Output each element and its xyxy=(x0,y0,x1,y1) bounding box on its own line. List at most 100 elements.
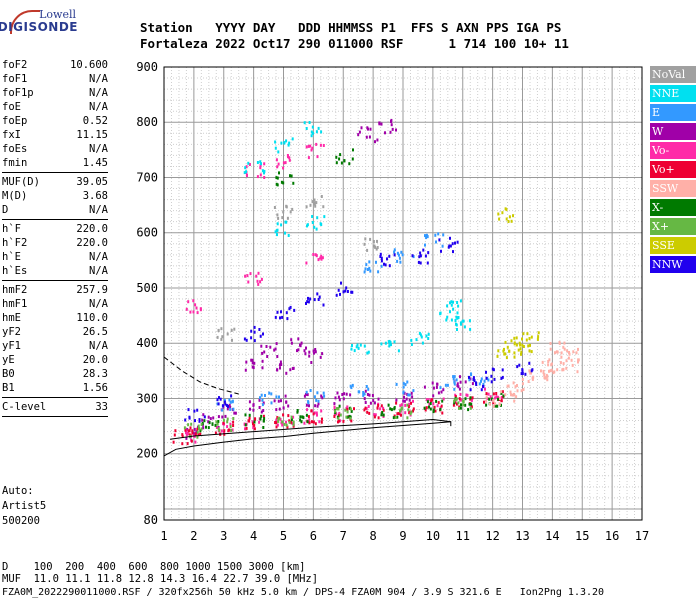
data-point xyxy=(364,267,367,271)
param-name: yE xyxy=(2,354,15,366)
data-point xyxy=(522,345,525,348)
data-point xyxy=(496,354,499,358)
data-point xyxy=(291,207,294,211)
param-name: B0 xyxy=(2,368,15,380)
data-point xyxy=(425,236,428,240)
data-point xyxy=(502,394,505,398)
data-point xyxy=(276,183,279,187)
data-point xyxy=(259,334,262,338)
data-point xyxy=(306,224,308,228)
data-point xyxy=(337,288,340,292)
data-point xyxy=(259,160,262,164)
data-point xyxy=(458,387,461,391)
data-point xyxy=(289,174,291,178)
data-point xyxy=(307,144,310,148)
data-point xyxy=(196,311,199,315)
data-point xyxy=(194,432,197,436)
data-point xyxy=(287,404,290,408)
data-point xyxy=(397,412,400,415)
data-point xyxy=(311,125,314,129)
data-point xyxy=(309,203,312,207)
data-point xyxy=(442,388,445,392)
y-tick-label: 600 xyxy=(136,226,158,240)
data-point xyxy=(473,379,476,383)
data-point xyxy=(563,341,566,345)
data-point xyxy=(249,272,252,276)
data-point xyxy=(262,426,265,429)
data-point xyxy=(412,255,415,259)
data-point xyxy=(497,349,500,353)
data-point xyxy=(492,368,495,372)
chart-axes: 1 2 3 4 5 6 7 8 9 10 11 12 13 14 15 16 17802003004005006… xyxy=(136,60,649,543)
data-point xyxy=(357,346,360,350)
data-point xyxy=(437,391,440,395)
data-point xyxy=(335,155,338,159)
data-point xyxy=(469,327,472,331)
data-point xyxy=(425,334,428,338)
data-point xyxy=(407,393,410,397)
data-point xyxy=(287,234,290,237)
data-point xyxy=(285,311,288,315)
data-point xyxy=(440,249,442,253)
data-point xyxy=(537,335,540,339)
data-point xyxy=(382,408,385,412)
data-point xyxy=(308,350,311,354)
data-point xyxy=(290,420,293,424)
data-point xyxy=(207,415,210,419)
data-point xyxy=(220,327,223,331)
data-point xyxy=(464,397,467,401)
data-point xyxy=(429,402,432,405)
data-point xyxy=(259,166,262,170)
data-point xyxy=(223,398,226,402)
data-point xyxy=(191,431,194,435)
param-separator xyxy=(2,416,108,417)
data-point xyxy=(315,142,318,146)
data-point xyxy=(250,336,253,340)
data-point xyxy=(471,396,474,400)
data-point xyxy=(378,121,381,125)
data-point xyxy=(513,355,516,359)
data-point xyxy=(275,408,278,412)
data-point xyxy=(537,331,540,335)
data-point xyxy=(279,417,282,421)
data-point xyxy=(395,382,398,386)
data-point xyxy=(403,399,406,403)
data-point xyxy=(456,328,458,331)
param-value: 1.45 xyxy=(82,157,108,169)
data-point xyxy=(192,431,195,435)
data-point xyxy=(260,344,263,348)
data-point xyxy=(418,255,421,259)
data-point xyxy=(536,337,539,341)
param-name: foF1p xyxy=(2,87,34,99)
x-tick-label: 8 xyxy=(370,529,377,543)
data-point xyxy=(559,361,562,365)
data-point xyxy=(338,411,341,415)
data-point xyxy=(377,270,380,274)
data-point xyxy=(547,360,550,363)
data-point xyxy=(261,359,264,363)
data-point xyxy=(314,253,317,257)
data-point xyxy=(513,399,516,403)
data-point xyxy=(441,399,444,403)
x-tick-label: 12 xyxy=(485,529,499,543)
data-point xyxy=(418,331,421,335)
data-point xyxy=(396,251,399,255)
data-point xyxy=(432,402,435,406)
data-point xyxy=(510,339,513,343)
data-point xyxy=(417,260,420,264)
data-point xyxy=(380,342,383,346)
data-point xyxy=(529,343,531,347)
data-point xyxy=(188,429,191,433)
data-point xyxy=(456,382,459,386)
data-point xyxy=(305,127,308,130)
data-point xyxy=(259,164,262,168)
data-point xyxy=(312,420,315,424)
data-point xyxy=(520,372,523,376)
data-point xyxy=(279,316,281,320)
data-point xyxy=(233,411,236,415)
data-point xyxy=(248,416,251,420)
data-point xyxy=(231,428,234,432)
x-tick-label: 4 xyxy=(250,529,257,543)
param-row: h`E N/A xyxy=(2,250,108,264)
data-point xyxy=(459,380,462,384)
